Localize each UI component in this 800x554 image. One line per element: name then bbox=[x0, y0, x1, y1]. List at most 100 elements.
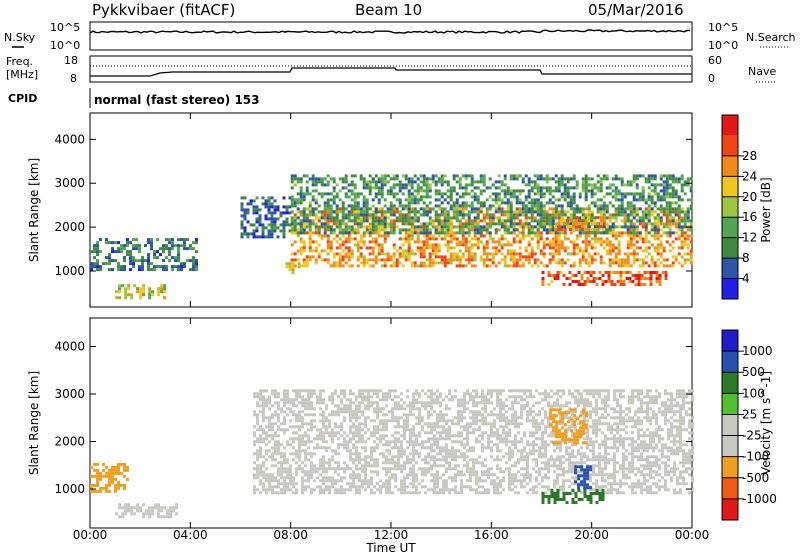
scatter-cell bbox=[421, 479, 424, 483]
scatter-cell bbox=[416, 246, 420, 250]
scatter-cell bbox=[427, 416, 430, 420]
scatter-cell bbox=[256, 422, 259, 426]
scatter-cell bbox=[436, 476, 439, 480]
scatter-cell bbox=[172, 506, 176, 510]
scatter-cell bbox=[653, 261, 657, 265]
scatter-cell bbox=[683, 252, 687, 256]
scatter-cell bbox=[118, 287, 122, 291]
scatter-cell bbox=[458, 207, 462, 211]
scatter-cell bbox=[506, 204, 510, 208]
scatter-cell bbox=[656, 249, 660, 253]
scatter-cell bbox=[649, 277, 653, 280]
scatter-cell bbox=[142, 515, 146, 519]
scatter-cell bbox=[322, 419, 325, 423]
scatter-cell bbox=[344, 240, 348, 244]
scatter-cell bbox=[494, 186, 498, 190]
scatter-cell bbox=[611, 216, 615, 220]
scatter-cell bbox=[268, 473, 271, 477]
scatter-cell bbox=[455, 198, 459, 202]
scatter-cell bbox=[595, 283, 599, 286]
scatter-cell bbox=[608, 213, 612, 217]
scatter-cell bbox=[316, 467, 319, 471]
scatter-cell bbox=[506, 249, 510, 253]
scatter-cell bbox=[282, 226, 286, 230]
scatter-cell bbox=[439, 425, 442, 429]
scatter-cell bbox=[383, 204, 387, 208]
scatter-cell bbox=[683, 192, 687, 196]
scatter-cell bbox=[509, 195, 513, 199]
scatter-cell bbox=[142, 512, 146, 516]
scatter-cell bbox=[407, 195, 411, 199]
scatter-cell bbox=[427, 395, 430, 399]
scatter-cell bbox=[273, 205, 277, 209]
scatter-cell bbox=[368, 234, 372, 238]
scatter-cell bbox=[592, 271, 596, 274]
scatter-cell bbox=[308, 177, 312, 181]
scatter-cell bbox=[295, 413, 298, 417]
scatter-cell bbox=[391, 461, 394, 465]
scatter-cell bbox=[572, 249, 576, 253]
scatter-cell bbox=[533, 198, 537, 202]
scatter-cell bbox=[551, 177, 555, 181]
scatter-cell bbox=[277, 482, 280, 486]
scatter-cell bbox=[310, 440, 313, 444]
scatter-cell bbox=[356, 204, 360, 208]
scatter-cell bbox=[132, 247, 135, 251]
scatter-cell bbox=[277, 440, 280, 444]
scatter-cell bbox=[566, 189, 570, 193]
scatter-cell bbox=[341, 216, 345, 220]
scatter-cell bbox=[350, 204, 354, 208]
scatter-cell bbox=[436, 401, 439, 405]
scatter-cell bbox=[584, 249, 588, 253]
scatter-cell bbox=[353, 207, 357, 211]
scatter-cell bbox=[367, 479, 370, 483]
scatter-cell bbox=[575, 252, 579, 256]
scatter-cell bbox=[267, 217, 271, 221]
scatter-cell bbox=[460, 401, 463, 405]
scatter-cell bbox=[192, 247, 195, 251]
scatter-cell bbox=[400, 392, 403, 396]
scatter-cell bbox=[147, 268, 150, 272]
scatter-cell bbox=[563, 177, 567, 181]
scatter-cell bbox=[626, 225, 630, 229]
scatter-cell bbox=[364, 455, 367, 459]
scatter-cell bbox=[608, 183, 612, 187]
scatter-cell bbox=[620, 177, 624, 181]
scatter-cell bbox=[506, 192, 510, 196]
scatter-cell bbox=[500, 246, 504, 250]
scatter-cell bbox=[105, 238, 108, 242]
scatter-cell bbox=[557, 243, 561, 247]
scatter-cell bbox=[392, 246, 396, 250]
scatter-cell bbox=[368, 258, 372, 262]
scatter-cell bbox=[424, 485, 427, 489]
scatter-cell bbox=[530, 204, 534, 208]
scatter-cell bbox=[509, 249, 513, 253]
scatter-cell bbox=[554, 213, 558, 217]
scatter-cell bbox=[584, 234, 588, 238]
scatter-cell bbox=[689, 249, 693, 253]
scatter-cell bbox=[413, 225, 417, 229]
scatter-cell bbox=[415, 479, 418, 483]
scatter-cell bbox=[286, 482, 289, 486]
scatter-cell bbox=[283, 416, 286, 420]
scatter-cell bbox=[431, 237, 435, 241]
scatter-cell bbox=[299, 186, 303, 190]
scatter-cell bbox=[280, 473, 283, 477]
scatter-cell bbox=[388, 452, 391, 456]
scatter-cell bbox=[163, 506, 167, 510]
scatter-cell bbox=[305, 189, 309, 193]
scatter-cell bbox=[629, 225, 633, 229]
scatter-cell bbox=[332, 177, 336, 181]
scatter-cell bbox=[554, 207, 558, 211]
scatter-cell bbox=[563, 192, 567, 196]
scatter-cell bbox=[271, 437, 274, 441]
scatter-cell bbox=[374, 237, 378, 241]
scatter-cell bbox=[482, 249, 486, 253]
scatter-cell bbox=[380, 234, 384, 238]
scatter-cell bbox=[611, 228, 615, 232]
scatter-cell bbox=[325, 440, 328, 444]
scatter-cell bbox=[410, 177, 414, 181]
scatter-cell bbox=[572, 177, 576, 181]
scatter-cell bbox=[530, 252, 534, 256]
scatter-cell bbox=[124, 512, 128, 516]
